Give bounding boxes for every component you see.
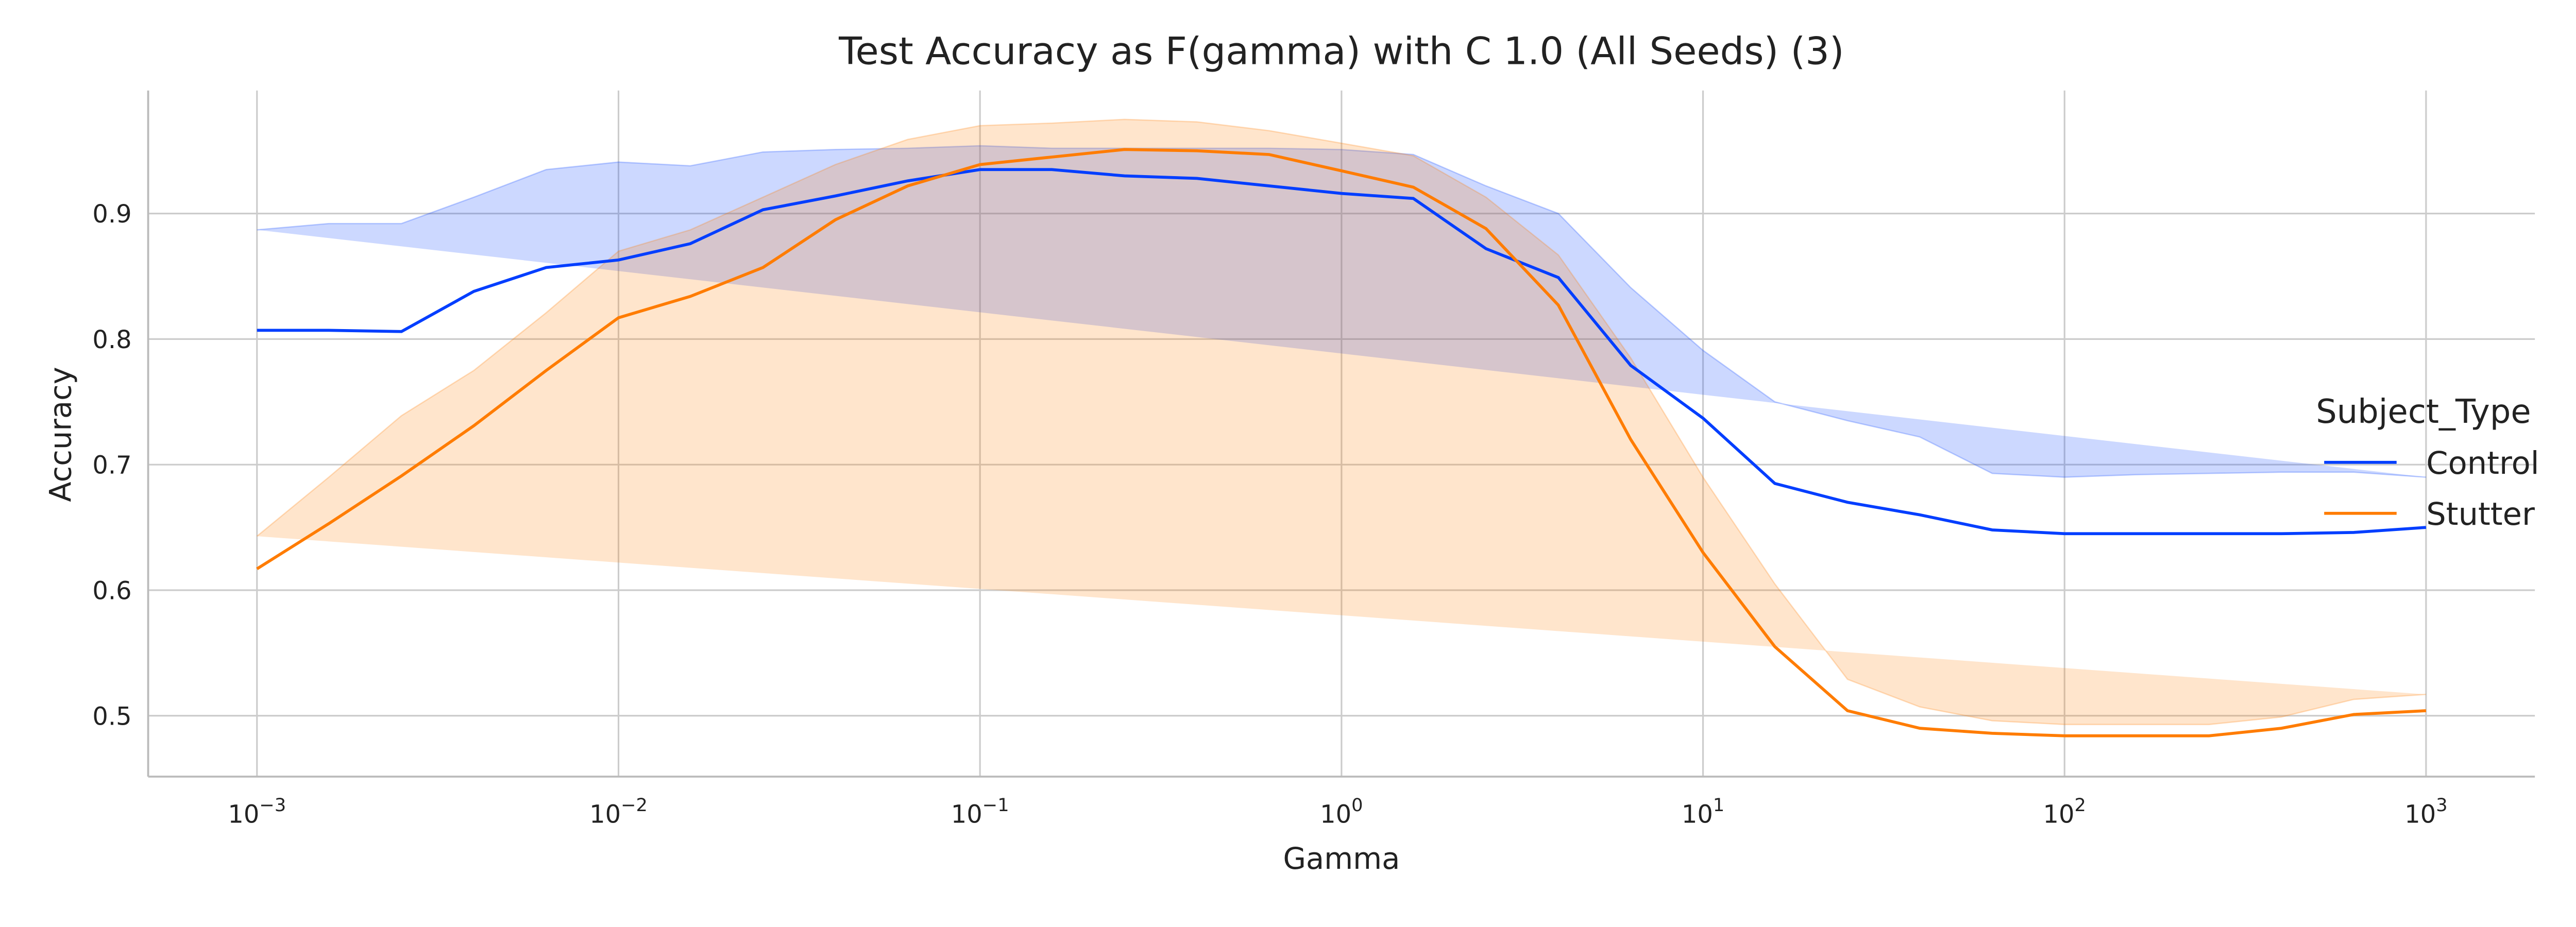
x-tick-exponent: −3 [259,795,286,816]
x-tick-base: 10 [1682,800,1713,829]
x-tick-exponent: −2 [621,795,648,816]
confidence-band [257,145,2427,478]
x-tick-label: 100 [1320,795,1363,829]
legend-label: Control [2426,445,2539,482]
x-tick-exponent: 1 [1713,795,1724,816]
series-line [256,148,2427,737]
x-tick-label: 10−1 [951,795,1009,829]
y-tick-label: 0.8 [92,326,131,354]
y-tick-label: 0.5 [92,702,131,731]
x-tick-base: 10 [228,800,259,829]
legend-label: Stutter [2426,496,2535,533]
x-tick-label: 102 [2043,795,2086,829]
series-line [257,168,2427,536]
x-tick-exponent: 3 [2436,795,2447,816]
y-axis-label: Accuracy [43,367,78,502]
y-tick-label: 0.7 [92,452,131,480]
x-tick-base: 10 [2404,800,2436,829]
x-tick-label: 10−3 [228,795,286,829]
x-tick-label: 10−2 [589,795,648,829]
x-tick-label: 101 [1682,795,1724,829]
x-tick-exponent: 0 [1351,795,1363,816]
x-axis-label: Gamma [1283,842,1400,876]
x-tick-exponent: 2 [2075,795,2086,816]
y-tick-label: 0.9 [92,200,131,229]
y-tick-label: 0.6 [92,577,131,606]
confidence-band [256,118,2427,726]
x-tick-label: 103 [2404,795,2447,829]
x-tick-base: 10 [1320,800,1351,829]
legend-title: Subject_Type [2316,393,2531,431]
x-tick-base: 10 [589,800,621,829]
x-tick-base: 10 [2043,800,2075,829]
x-tick-base: 10 [951,800,982,829]
x-tick-exponent: −1 [982,795,1009,816]
chart-title: Test Accuracy as F(gamma) with C 1.0 (Al… [838,30,1844,74]
